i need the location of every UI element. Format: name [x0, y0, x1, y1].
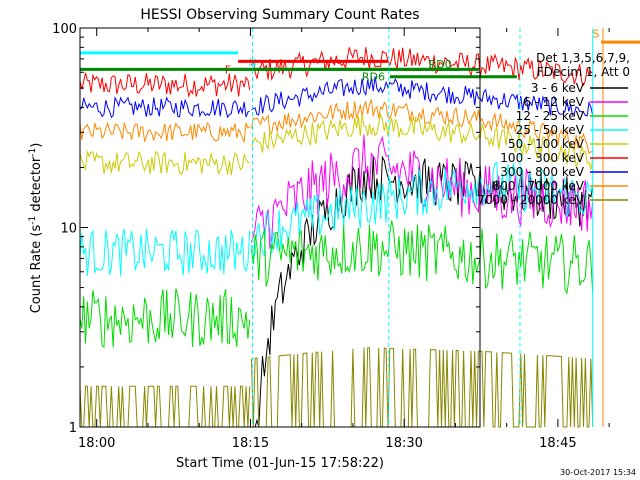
y-tick-label: 10	[60, 222, 77, 237]
legend-header-line: FDecim 1, Att 0	[537, 65, 630, 79]
y-axis-label-part: Count Rate (s	[29, 225, 44, 314]
legend-label: 12 - 25 keV	[516, 109, 585, 123]
x-tick-label: 18:45	[539, 436, 576, 451]
series-line	[251, 112, 594, 170]
flag-layer: NFRD6RD0S	[80, 27, 640, 427]
series-line	[79, 228, 251, 276]
chart-title: HESSI Observing Summary Count Rates	[140, 7, 419, 23]
legend-label: 7000 - 20000 keV	[477, 193, 584, 207]
x-tick-label: 18:30	[385, 436, 422, 451]
series-line	[79, 96, 250, 119]
legend-label: 300 - 800 keV	[500, 165, 584, 179]
legend-label: 800 - 7000 keV	[493, 179, 585, 193]
series-line	[251, 161, 594, 260]
y-axis-label: Count Rate (s-1 detector-1)	[28, 143, 44, 314]
y-tick-label: 100	[52, 22, 77, 37]
series-line	[251, 98, 593, 155]
legend-label: 25 - 50 keV	[516, 123, 585, 137]
flag-label: RD0	[428, 58, 451, 71]
legend-label: 6 - 12 keV	[523, 95, 585, 109]
flag-label: S	[592, 27, 599, 40]
series-line	[79, 288, 251, 348]
axis-layer: 18:0018:1518:3018:4519:0019:1519:3011010…	[52, 22, 610, 451]
timestamp: 30-Oct-2017 15:34	[560, 468, 636, 477]
y-axis-label-sup: -1	[28, 148, 38, 157]
y-axis-label-part: )	[29, 143, 44, 148]
series-layer	[79, 47, 594, 428]
x-axis-label: Start Time (01-Jun-15 17:58:22)	[176, 456, 384, 471]
series-line	[251, 76, 594, 117]
series-line	[251, 220, 594, 295]
legend-label: 3 - 6 keV	[531, 81, 585, 95]
series-line	[79, 72, 251, 99]
legend-label: 100 - 300 keV	[500, 151, 584, 165]
series-line	[251, 347, 594, 428]
x-tick-label: 18:00	[78, 436, 115, 451]
y-tick-label: 1	[69, 421, 77, 436]
legend-header-line: Det 1,3,5,6,7,9,	[536, 51, 630, 65]
series-line	[79, 121, 251, 144]
legend-label: 50 - 100 keV	[508, 137, 585, 151]
y-axis-label-part: detector	[29, 156, 44, 216]
flag-label: RD6	[362, 71, 385, 84]
legend: Det 1,3,5,6,7,9, FDecim 1, Att 0 3 - 6 k…	[477, 51, 630, 207]
series-line	[79, 150, 250, 176]
x-tick-label: 18:15	[232, 436, 269, 451]
series-line	[79, 385, 251, 428]
y-axis-label-sup: -1	[28, 216, 38, 225]
